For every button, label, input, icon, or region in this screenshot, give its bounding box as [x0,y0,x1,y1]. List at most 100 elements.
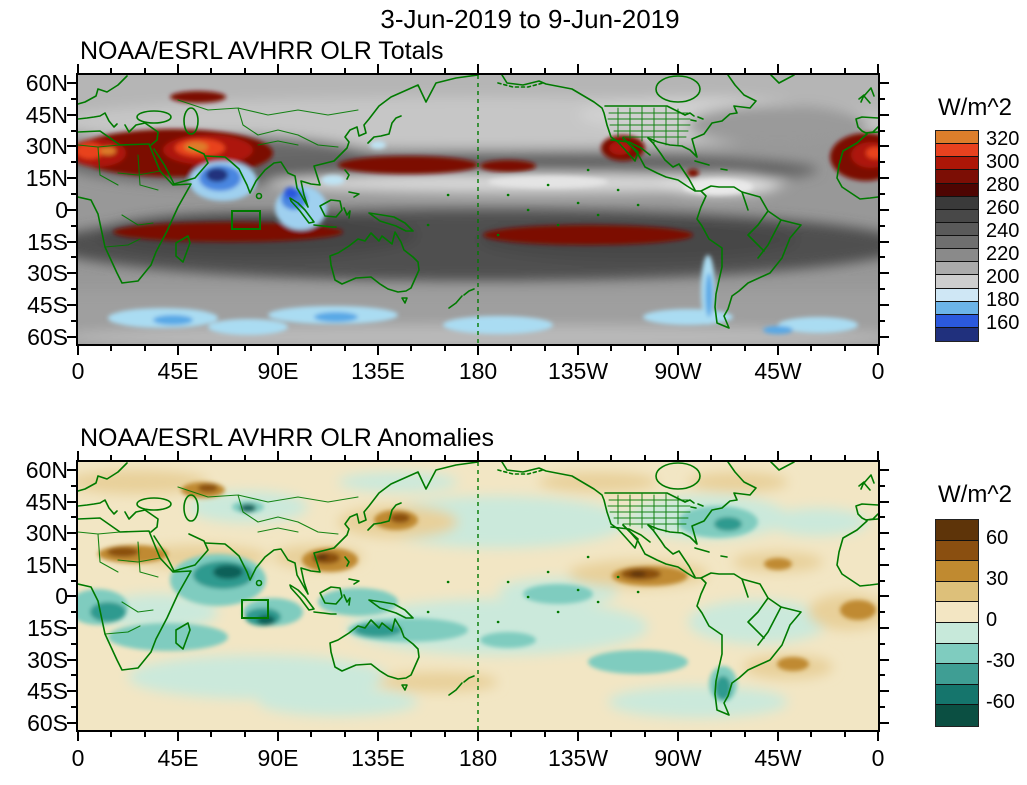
tick-mark [67,721,76,724]
tick-mark [880,627,889,629]
lon-tick-label: 135W [547,358,609,384]
lat-tick-label: 30S [27,646,68,673]
tick-mark [510,346,513,351]
tick-mark [610,455,613,460]
colorbar-segment [936,602,978,623]
tick-mark [143,455,146,460]
tick-mark [610,68,613,73]
lon-tick-label: 135W [547,745,609,771]
tick-mark [67,335,76,338]
colorbar-segment [936,581,978,603]
lon-tick-label: 135E [351,358,405,384]
tick-mark [277,346,279,355]
tick-mark [377,451,379,460]
colorbar-tick-label: 280 [986,174,1020,196]
tick-mark [677,451,679,460]
tick-mark [880,303,889,306]
tick-mark [880,288,885,291]
colorbar-segment [936,664,978,685]
tick-mark [71,642,76,645]
tick-mark [410,455,413,460]
tick-mark [880,335,889,338]
tick-mark [71,611,76,614]
tick-mark [877,346,879,355]
tick-mark [67,113,76,116]
tick-mark [880,97,885,100]
tick-mark [880,690,889,693]
tick-mark [843,346,846,351]
colorbar-segment [936,222,978,236]
tick-mark [67,177,76,180]
tick-mark [71,192,76,195]
tick-mark [643,68,646,73]
tick-mark [880,469,889,471]
tick-mark [880,721,889,724]
lat-tick-label: 15S [27,228,68,255]
tick-mark [710,455,713,460]
tick-mark [610,346,613,351]
lat-tick-label: 15N [25,165,68,192]
lat-tick-label: 60S [27,709,68,736]
tick-mark [67,658,76,661]
tick-mark [67,595,76,598]
tick-mark [843,68,846,73]
tick-mark [777,346,779,355]
tick-mark [510,732,513,737]
tick-mark [67,303,76,306]
lat-tick-label: 45S [27,291,68,318]
tick-mark [743,68,746,73]
tick-mark [377,346,379,355]
tick-mark [343,346,346,351]
colorbar-segment [936,144,978,158]
tick-mark [410,346,413,351]
tick-mark [71,706,76,708]
lon-tick-label: 180 [458,745,498,771]
tick-mark [177,64,179,73]
lon-tick-label: 0 [871,358,885,384]
tick-mark [210,346,213,351]
tick-mark [110,455,113,460]
tick-mark [880,595,889,598]
tick-mark [71,548,76,550]
lon-tick-label: 45E [157,745,199,771]
tick-mark [477,451,479,460]
tick-mark [443,455,446,460]
index-region-box [231,210,261,230]
tick-mark [243,346,246,351]
tick-mark [143,732,146,737]
tick-mark [880,611,885,614]
tick-mark [510,455,513,460]
colorbar-segment [936,288,978,302]
colorbar-segment [936,301,978,315]
colorbar-tick-label: 220 [986,243,1020,265]
tick-mark [143,68,146,73]
tick-mark [310,346,313,351]
tick-mark [67,469,76,471]
lon-tick-label: 90E [257,358,299,384]
lat-tick-label: 15N [25,551,68,578]
map-olr-anomalies [78,462,878,730]
tick-mark [743,455,746,460]
tick-mark [67,208,76,211]
colorbar-segment [936,684,978,706]
tick-mark [71,256,76,259]
tick-mark [843,732,846,737]
tick-mark [677,732,679,741]
colorbar-segment [936,262,978,276]
colorbar-tick-label: 240 [986,220,1020,242]
tick-mark [243,732,246,737]
colorbar-segment [936,131,978,145]
lon-tick-label: 0 [71,745,85,771]
tick-mark [110,346,113,351]
colorbar-tick-label: 60 [986,526,1009,549]
tick-mark [880,563,889,566]
tick-mark [67,627,76,629]
tick-mark [377,64,379,73]
tick-mark [110,68,113,73]
lon-tick-label: 180 [458,358,498,384]
tick-mark [177,451,179,460]
tick-mark [277,732,279,741]
tick-mark [880,674,885,677]
tick-mark [677,346,679,355]
colorbar-tick-label: 180 [986,289,1020,311]
